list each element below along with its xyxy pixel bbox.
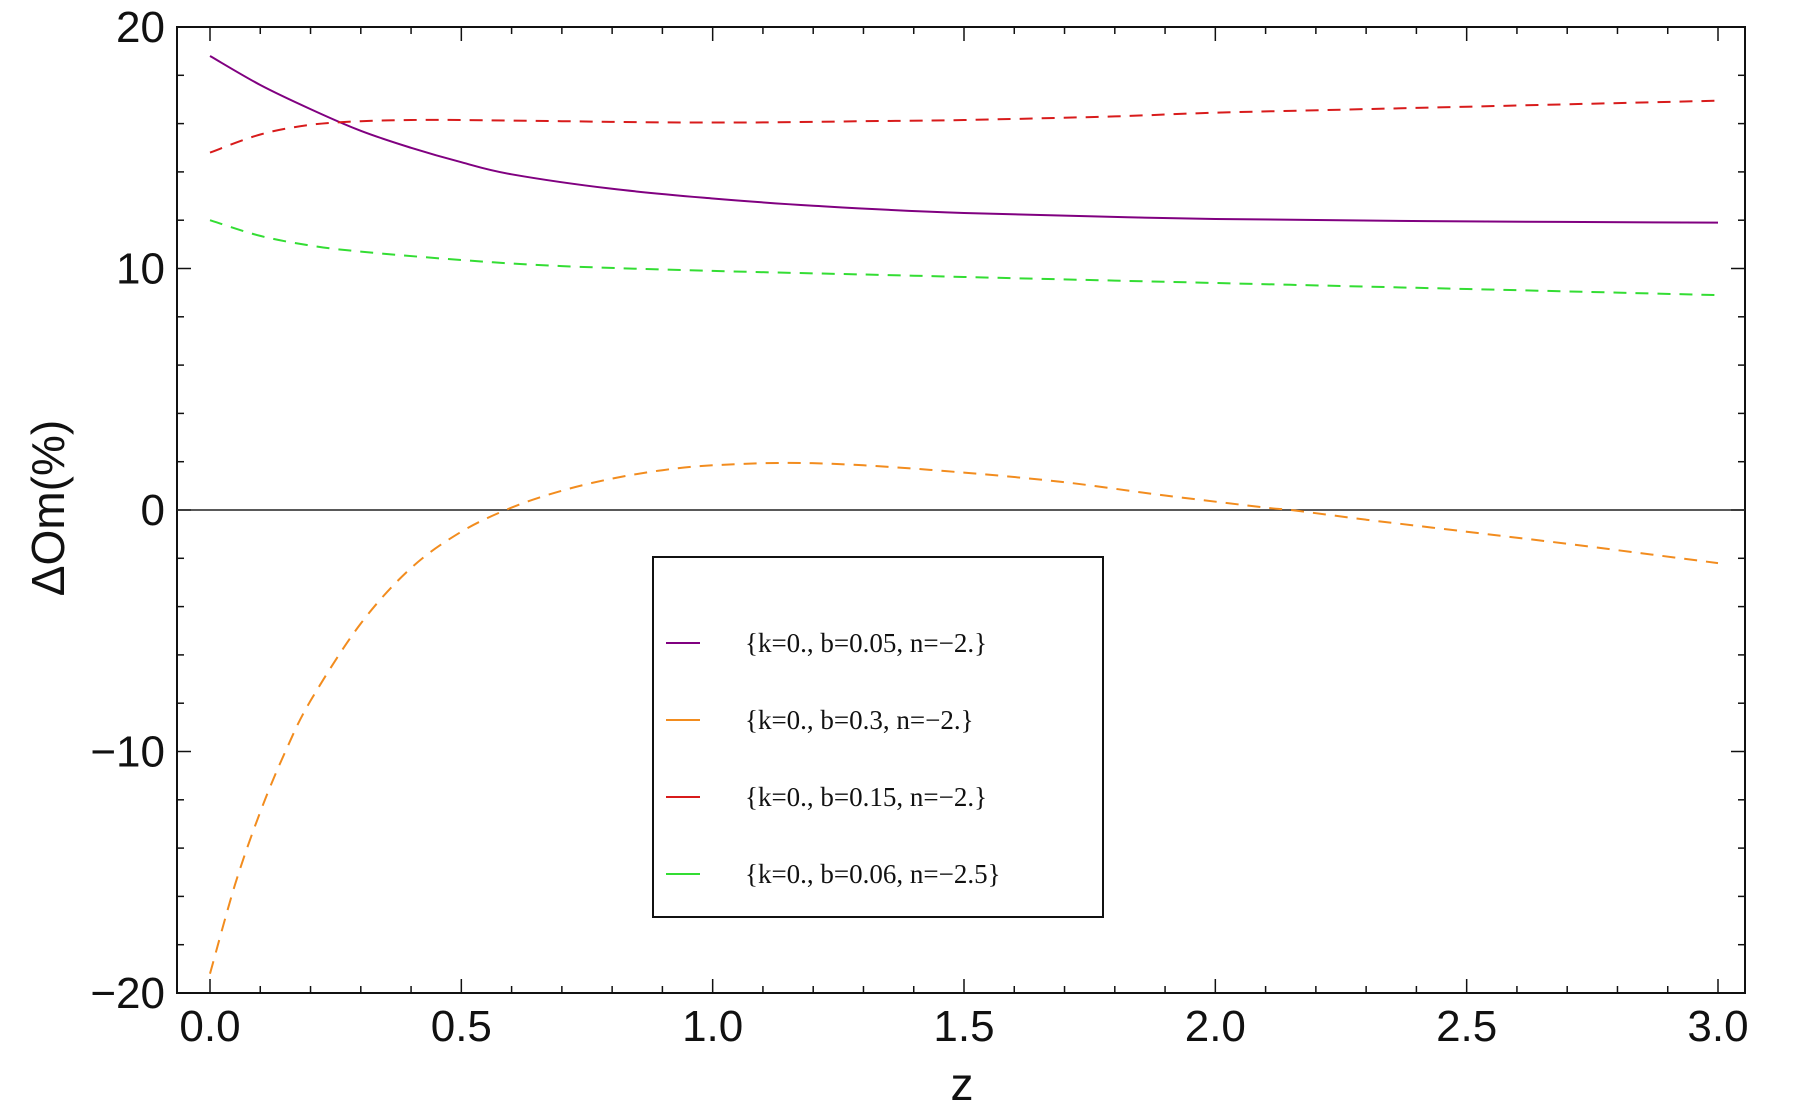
y-tick-label: 20 <box>116 3 165 52</box>
x-tick-label: 0.0 <box>179 1002 240 1051</box>
series-line-b006-n25 <box>209 219 1719 297</box>
legend-entry: {k=0., b=0.05, n=−2.} <box>666 628 987 658</box>
legend-label: {k=0., b=0.15, n=−2.} <box>745 782 987 812</box>
y-tick-label: −10 <box>90 728 165 777</box>
series-line-b03-n2 <box>209 461 1719 974</box>
legend-entry: {k=0., b=0.3, n=−2.} <box>666 705 974 735</box>
legend-items: {k=0., b=0.05, n=−2.} {k=0., b=0.3, n=−2.… <box>666 628 1001 889</box>
series-layer <box>209 55 1719 974</box>
x-tick-label: 2.0 <box>1185 1002 1246 1051</box>
y-tick-label: −20 <box>90 969 165 1018</box>
x-tick-label: 2.5 <box>1436 1002 1497 1051</box>
legend-label: {k=0., b=0.3, n=−2.} <box>745 705 974 735</box>
x-tick-label: 1.5 <box>933 1002 994 1051</box>
tick-labels-layer: 0.0 0.5 1.0 1.5 2.0 2.5 3.0 20 10 0 −10 −20 <box>90 3 1748 1051</box>
legend-entry: {k=0., b=0.15, n=−2.} <box>666 782 987 812</box>
legend: {k=0., b=0.05, n=−2.} {k=0., b=0.3, n=−2.… <box>652 556 1104 918</box>
series-line-b005-n2 <box>209 55 1719 224</box>
x-tick-label: 0.5 <box>431 1002 492 1051</box>
series-line-b015-n2 <box>209 99 1719 154</box>
x-tick-label: 3.0 <box>1687 1002 1748 1051</box>
y-tick-label: 10 <box>116 245 165 294</box>
y-axis-title: ΔOm(%) <box>22 420 74 596</box>
legend-label: {k=0., b=0.05, n=−2.} <box>745 628 987 658</box>
x-axis-title: z <box>951 1058 974 1110</box>
x-tick-label: 1.0 <box>682 1002 743 1051</box>
legend-label: {k=0., b=0.06, n=−2.5} <box>745 859 1001 889</box>
legend-entry: {k=0., b=0.06, n=−2.5} <box>666 859 1001 889</box>
legend-box <box>652 556 1104 918</box>
y-tick-label: 0 <box>141 486 165 535</box>
